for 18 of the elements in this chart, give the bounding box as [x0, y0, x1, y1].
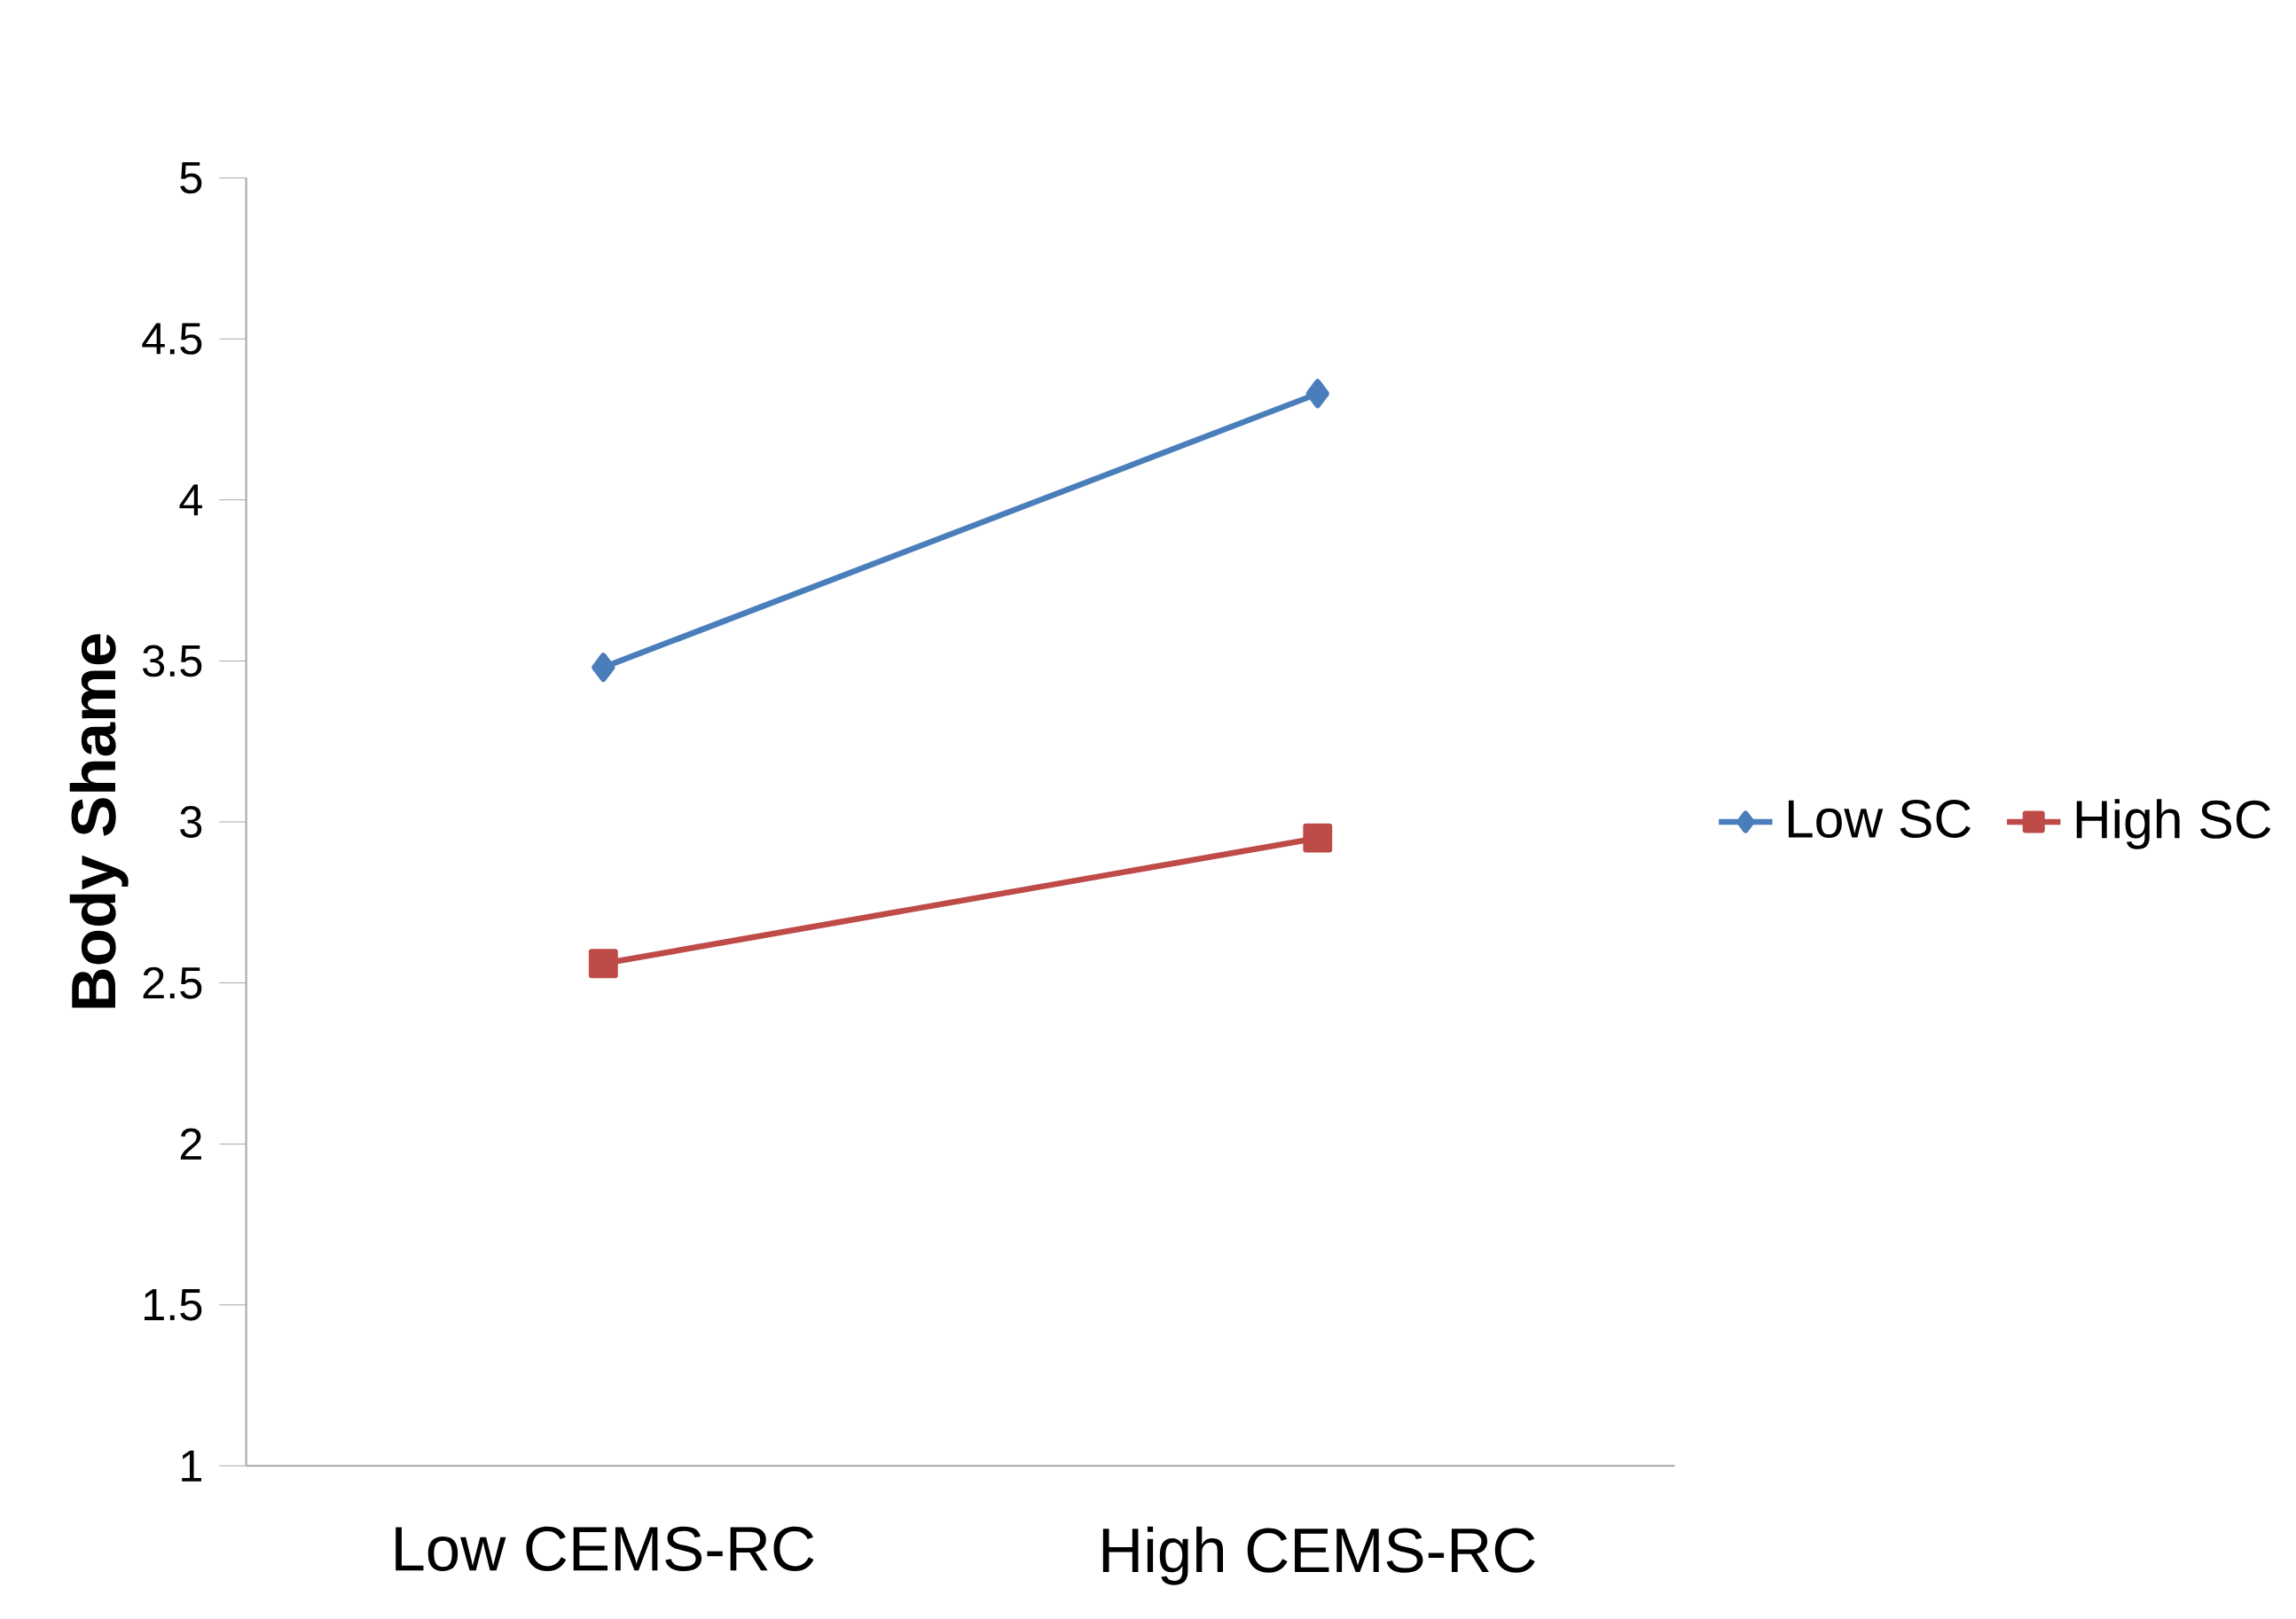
y-axis-title: Body Shame	[69, 634, 129, 1008]
y-tick-label: 4.5	[142, 323, 202, 355]
y-tick-label: 4	[179, 484, 202, 516]
y-tick-label: 1.5	[145, 1289, 202, 1321]
y-tick-label: 3.5	[143, 645, 202, 677]
y-tick-label: 5	[180, 161, 202, 194]
legend-label: Low SC	[1788, 800, 1971, 838]
point	[592, 653, 615, 683]
x-tick-label: High CEMS-RC	[1102, 1526, 1535, 1585]
legend-label: High SC	[2076, 799, 2271, 849]
point	[1303, 823, 1333, 853]
y-tick-label: 3	[180, 806, 202, 838]
x-tick-label: Low CEMS-RC	[396, 1526, 814, 1571]
y-tick-label: 2.5	[143, 966, 202, 999]
point	[588, 949, 618, 979]
y-tick-label: 2	[180, 1128, 201, 1160]
point	[1305, 379, 1329, 409]
y-tick-label: 1	[182, 1450, 201, 1482]
